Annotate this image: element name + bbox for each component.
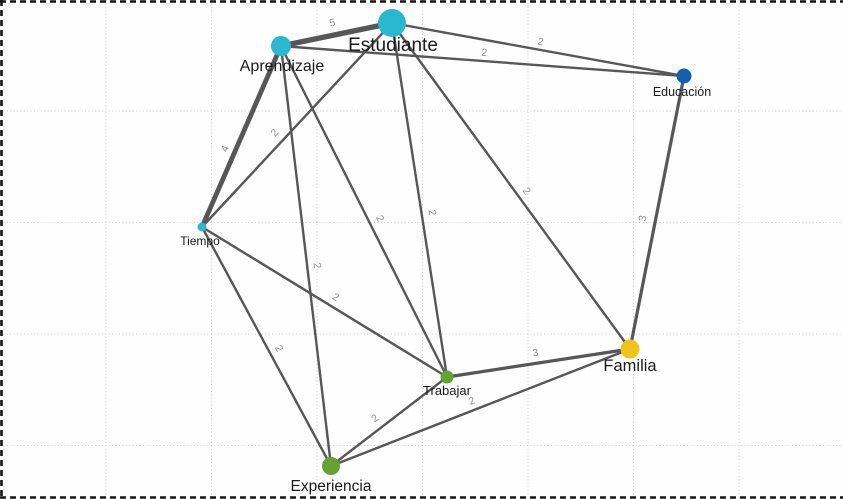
edge-weight-label-aprendizaje-experiencia: 2 <box>311 262 324 269</box>
edge-aprendizaje-educacion[interactable] <box>279 44 686 78</box>
edge-weight-label-tiempo-estudiante: 2 <box>268 127 281 140</box>
edge-estudiante-trabajar[interactable] <box>390 21 449 379</box>
node-label-familia: Familia <box>603 357 657 375</box>
edge-tiempo-aprendizaje[interactable] <box>199 43 284 230</box>
edge-labels-layer: 5 2 2 4 2 2 2 2 3 3 2 2 2 2 2 <box>219 17 650 426</box>
edges-layer <box>199 20 686 468</box>
node-aprendizaje[interactable] <box>271 36 291 56</box>
edge-estudiante-educacion[interactable] <box>390 21 686 78</box>
edge-educacion-familia[interactable] <box>628 74 686 351</box>
edge-weight-label-experiencia-familia: 2 <box>467 394 477 407</box>
edge-tiempo-experiencia[interactable] <box>200 225 333 468</box>
edge-weight-label-tiempo-trabajar: 2 <box>330 291 341 304</box>
edge-weight-label-tiempo-experiencia: 2 <box>272 343 285 354</box>
edge-tiempo-trabajar[interactable] <box>200 225 449 379</box>
edge-weight-label-estudiante-educacion: 2 <box>537 36 545 49</box>
edge-weight-label-aprendizaje-educacion: 2 <box>481 47 488 59</box>
node-educacion[interactable] <box>676 68 692 84</box>
edge-aprendizaje-trabajar[interactable] <box>279 44 449 379</box>
edge-weight-label-estudiante-familia: 2 <box>520 185 533 197</box>
node-label-aprendizaje: Aprendizaje <box>240 58 325 75</box>
node-trabajar[interactable] <box>440 370 454 384</box>
edge-weight-label-educacion-familia: 3 <box>637 214 650 222</box>
edge-weight-label-trabajar-familia: 3 <box>532 347 540 360</box>
node-label-estudiante: Estudiante <box>348 35 438 56</box>
node-label-experiencia: Experiencia <box>291 478 372 495</box>
edge-weight-label-tiempo-aprendizaje: 4 <box>219 144 232 154</box>
edge-aprendizaje-experiencia[interactable] <box>279 44 333 468</box>
node-label-trabajar: Trabajar <box>423 383 472 398</box>
node-label-educacion: Educación <box>653 85 711 99</box>
node-estudiante[interactable] <box>378 9 406 37</box>
edge-aprendizaje-estudiante[interactable] <box>278 20 395 49</box>
edge-trabajar-familia[interactable] <box>445 347 632 379</box>
edge-estudiante-familia[interactable] <box>390 21 632 351</box>
node-familia[interactable] <box>620 339 640 359</box>
node-label-tiempo: Tiempo <box>180 234 220 248</box>
edge-weight-label-aprendizaje-estudiante: 5 <box>328 17 336 30</box>
edge-weight-label-experiencia-trabajar: 2 <box>369 412 381 425</box>
edge-weight-label-estudiante-trabajar: 2 <box>426 209 439 217</box>
node-tiempo[interactable] <box>197 222 207 232</box>
node-experiencia[interactable] <box>322 457 340 475</box>
edge-tiempo-estudiante[interactable] <box>200 21 394 229</box>
edge-experiencia-trabajar[interactable] <box>329 375 449 468</box>
node-labels-layer: Estudiante Aprendizaje Educación Tiempo Fami… <box>180 35 711 495</box>
nodes-layer <box>197 9 692 475</box>
edge-weight-label-aprendizaje-trabajar: 2 <box>373 213 386 224</box>
edge-experiencia-familia[interactable] <box>329 347 632 468</box>
